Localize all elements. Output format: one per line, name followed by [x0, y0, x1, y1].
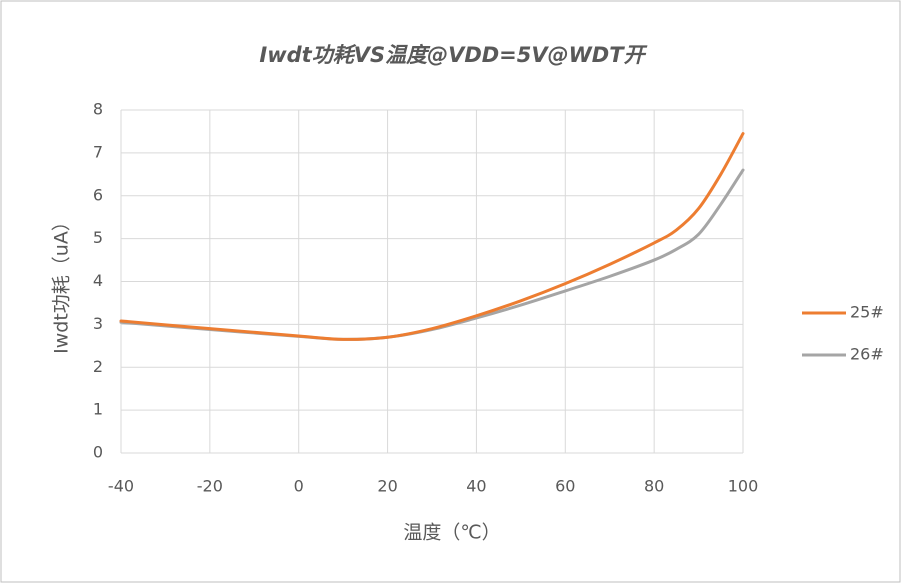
x-tick-label: -20 — [197, 477, 223, 496]
y-tick-label: 4 — [93, 271, 103, 290]
y-tick-label: 7 — [93, 142, 103, 161]
y-tick-label: 3 — [93, 314, 103, 333]
x-tick-label: -40 — [108, 477, 134, 496]
y-tick-label: 2 — [93, 357, 103, 376]
x-tick-label: 60 — [555, 477, 575, 496]
y-tick-label: 5 — [93, 228, 103, 247]
y-tick-label: 1 — [93, 400, 103, 419]
x-axis-label: 温度（℃） — [403, 522, 500, 544]
y-axis-label: Iwdt功耗（uA） — [51, 212, 73, 354]
x-tick-label: 0 — [294, 477, 304, 496]
x-tick-label: 40 — [466, 477, 486, 496]
x-tick-label: 80 — [644, 477, 664, 496]
x-tick-label: 100 — [728, 477, 759, 496]
y-tick-label: 0 — [93, 443, 103, 462]
chart-title: Iwdt功耗VS温度@VDD=5V@WDT开 — [259, 43, 647, 67]
series-line — [119, 132, 745, 341]
x-tick-label: 20 — [377, 477, 397, 496]
legend-label: 25# — [850, 303, 884, 322]
y-tick-label: 6 — [93, 185, 103, 204]
y-tick-label: 8 — [93, 100, 103, 119]
legend-label: 26# — [850, 345, 884, 364]
